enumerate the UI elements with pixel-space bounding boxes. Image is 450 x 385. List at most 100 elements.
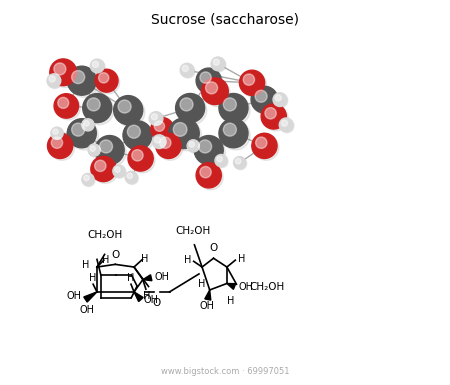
Circle shape: [176, 94, 205, 122]
Circle shape: [217, 156, 222, 162]
Circle shape: [219, 94, 248, 122]
Polygon shape: [134, 292, 143, 301]
Circle shape: [212, 58, 226, 72]
Text: CH₂OH: CH₂OH: [250, 282, 285, 292]
Circle shape: [84, 121, 89, 126]
Circle shape: [198, 70, 223, 95]
Circle shape: [91, 60, 105, 74]
Circle shape: [54, 63, 66, 75]
Text: O: O: [111, 250, 119, 260]
Circle shape: [211, 57, 225, 71]
Circle shape: [219, 119, 248, 148]
Circle shape: [261, 104, 286, 129]
Circle shape: [48, 133, 73, 159]
Circle shape: [99, 140, 112, 153]
Circle shape: [52, 61, 79, 88]
Circle shape: [49, 76, 55, 82]
Circle shape: [152, 135, 166, 149]
Circle shape: [84, 175, 89, 181]
Circle shape: [132, 150, 143, 161]
Circle shape: [254, 135, 279, 161]
Polygon shape: [84, 292, 97, 302]
Text: H: H: [126, 273, 134, 283]
Circle shape: [91, 156, 116, 182]
Circle shape: [279, 118, 293, 132]
Circle shape: [160, 137, 171, 148]
Circle shape: [198, 140, 211, 153]
Circle shape: [189, 142, 194, 147]
Circle shape: [95, 136, 124, 165]
Circle shape: [275, 95, 281, 101]
Circle shape: [151, 114, 158, 120]
Circle shape: [203, 80, 230, 107]
Text: CH₂OH: CH₂OH: [87, 230, 122, 240]
Circle shape: [252, 133, 277, 159]
Text: H: H: [198, 279, 205, 289]
Text: OH: OH: [199, 301, 214, 311]
Polygon shape: [143, 275, 152, 281]
Circle shape: [196, 138, 225, 167]
Circle shape: [221, 121, 250, 150]
Circle shape: [72, 70, 85, 84]
Circle shape: [180, 98, 193, 111]
Circle shape: [128, 146, 153, 171]
Circle shape: [118, 100, 131, 113]
Circle shape: [83, 94, 112, 122]
Circle shape: [123, 121, 152, 150]
Circle shape: [54, 94, 79, 118]
Circle shape: [130, 148, 155, 173]
Text: H: H: [227, 296, 234, 306]
Text: H: H: [184, 255, 191, 265]
Text: www.bigstock.com · 69997051: www.bigstock.com · 69997051: [161, 367, 289, 376]
Circle shape: [83, 174, 95, 187]
Circle shape: [67, 119, 96, 148]
Circle shape: [50, 135, 75, 161]
Circle shape: [83, 120, 95, 132]
Circle shape: [56, 95, 81, 120]
Circle shape: [150, 113, 164, 126]
Circle shape: [87, 98, 100, 111]
Circle shape: [82, 173, 94, 186]
Text: OH: OH: [238, 282, 253, 292]
Circle shape: [153, 136, 167, 150]
Circle shape: [97, 138, 126, 167]
Text: OH: OH: [144, 295, 158, 305]
Circle shape: [153, 119, 176, 142]
Circle shape: [154, 121, 165, 131]
Circle shape: [202, 78, 228, 105]
Circle shape: [234, 157, 247, 170]
Text: H: H: [102, 255, 109, 265]
Circle shape: [253, 88, 280, 115]
Circle shape: [215, 154, 227, 167]
Circle shape: [239, 70, 265, 95]
Circle shape: [187, 140, 199, 152]
Circle shape: [94, 160, 106, 171]
Circle shape: [116, 98, 145, 127]
Circle shape: [255, 90, 267, 102]
Circle shape: [221, 96, 250, 125]
Circle shape: [53, 129, 58, 134]
Circle shape: [95, 69, 118, 92]
Polygon shape: [205, 290, 211, 300]
Circle shape: [213, 59, 220, 65]
Circle shape: [125, 171, 137, 184]
Circle shape: [263, 106, 288, 131]
Circle shape: [114, 95, 143, 125]
Circle shape: [171, 120, 202, 151]
Circle shape: [99, 73, 109, 83]
Circle shape: [196, 163, 221, 188]
Circle shape: [274, 94, 288, 107]
Circle shape: [72, 123, 85, 136]
Circle shape: [93, 158, 118, 184]
Circle shape: [85, 96, 114, 125]
Circle shape: [90, 59, 104, 73]
Circle shape: [149, 112, 163, 126]
Circle shape: [154, 137, 161, 143]
Text: OH: OH: [154, 271, 169, 281]
Circle shape: [200, 166, 211, 178]
Text: H: H: [89, 273, 96, 283]
Circle shape: [200, 72, 211, 83]
Circle shape: [51, 137, 63, 148]
Circle shape: [47, 74, 61, 87]
Text: O: O: [209, 243, 218, 253]
